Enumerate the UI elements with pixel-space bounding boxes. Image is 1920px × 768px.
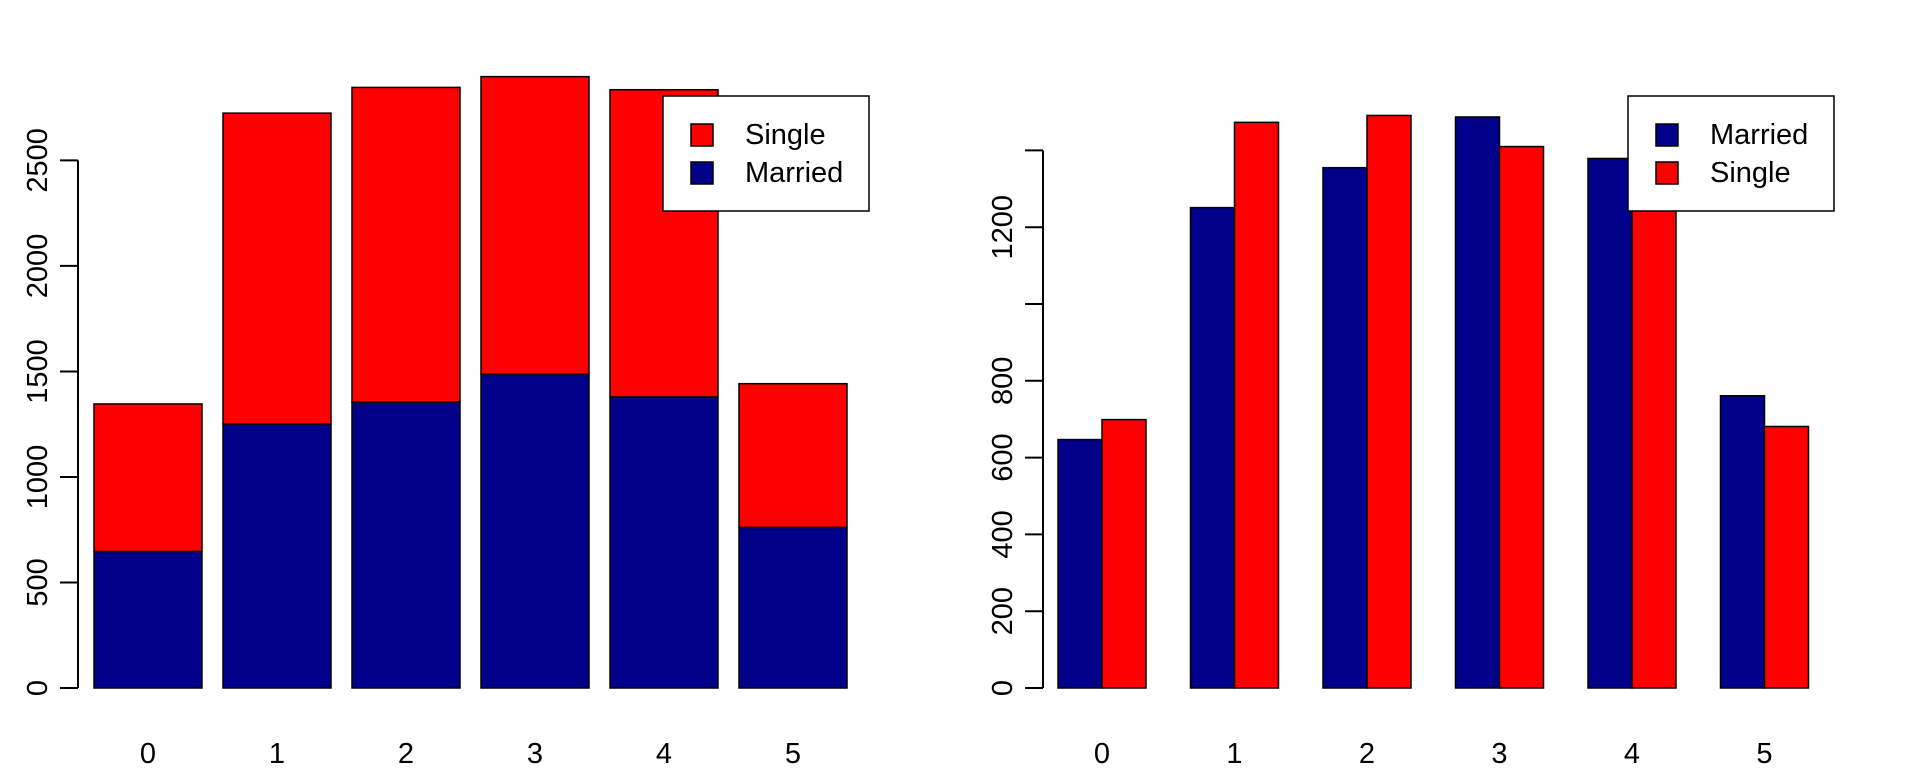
legend-box — [662, 95, 870, 212]
bar-single-5 — [738, 382, 848, 529]
x-tick-label: 4 — [656, 738, 672, 768]
y-tick-label: 0 — [22, 680, 54, 696]
x-tick-label: 1 — [1226, 738, 1242, 768]
x-tick-label: 5 — [1756, 738, 1772, 768]
bar-married-1 — [222, 423, 332, 689]
legend-box — [1627, 95, 1835, 212]
x-tick-label: 5 — [785, 738, 801, 768]
bar-single-2 — [351, 86, 461, 403]
bar-single-5 — [1763, 425, 1810, 689]
x-tick-label: 3 — [527, 738, 543, 768]
y-tick-label: 1000 — [22, 445, 54, 510]
legend-swatch-single — [1655, 161, 1679, 185]
bar-single-0 — [1101, 418, 1147, 689]
y-tick-label: 2000 — [22, 234, 54, 299]
bar-married-3 — [480, 373, 590, 689]
bar-married-1 — [1189, 206, 1236, 689]
legend-swatch-married — [1655, 123, 1679, 147]
bar-single-1 — [222, 112, 332, 425]
grouped-bar-chart: 0 200 400 600 800 1200 0 1 2 3 4 5 Married Single — [987, 95, 1835, 768]
x-tick-label: 0 — [140, 738, 156, 768]
y-tick-label: 200 — [987, 587, 1019, 635]
y-tick-label: 600 — [987, 433, 1019, 481]
bar-married-3 — [1454, 116, 1501, 689]
legend-swatch-single — [690, 123, 714, 147]
bar-single-2 — [1366, 114, 1412, 689]
y-tick-label: 0 — [987, 680, 1019, 696]
y-tick-label: 500 — [22, 558, 54, 606]
y-tick-label: 400 — [987, 510, 1019, 558]
bar-married-0 — [93, 550, 203, 689]
x-tick-label: 1 — [269, 738, 285, 768]
bar-married-0 — [1057, 438, 1103, 689]
legend-swatch-married — [690, 161, 714, 185]
stacked-bar-chart: 0 500 1000 1500 2000 2500 0 1 2 3 4 5 Single Married — [22, 75, 870, 768]
x-tick-label: 0 — [1094, 738, 1110, 768]
x-tick-label: 4 — [1624, 738, 1640, 768]
bar-married-2 — [1322, 166, 1368, 689]
bar-married-2 — [351, 401, 461, 689]
bar-single-0 — [93, 403, 203, 553]
y-tick-label: 800 — [987, 357, 1019, 405]
bar-married-4 — [609, 396, 719, 689]
bar-single-1 — [1233, 121, 1280, 689]
bar-married-5 — [1719, 395, 1766, 689]
y-tick-label: 1500 — [22, 339, 54, 404]
bar-married-5 — [738, 526, 848, 689]
y-tick-label: 2500 — [22, 128, 54, 193]
bar-single-4 — [1631, 128, 1677, 689]
x-tick-label: 2 — [1359, 738, 1375, 768]
bar-single-3 — [1498, 145, 1545, 689]
legend-label-married: Married — [1710, 119, 1808, 151]
bar-single-3 — [480, 75, 590, 375]
x-tick-label: 3 — [1491, 738, 1507, 768]
legend-label-married: Married — [745, 157, 843, 189]
legend-label-single: Single — [745, 119, 826, 151]
bar-married-4 — [1587, 157, 1633, 689]
legend-label-single: Single — [1710, 157, 1791, 189]
x-tick-label: 2 — [398, 738, 414, 768]
y-tick-label: 1200 — [987, 195, 1019, 260]
